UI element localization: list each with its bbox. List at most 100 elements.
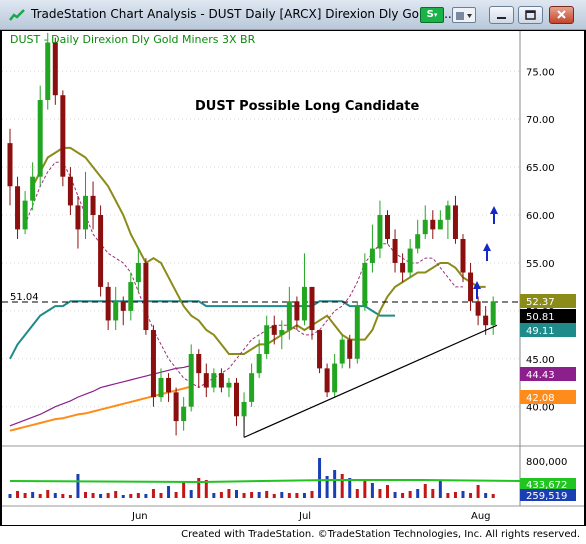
volume-bar [378, 489, 382, 498]
volume-bar [461, 491, 465, 498]
candle-body [362, 262, 368, 307]
volume-bar [38, 494, 42, 498]
restore-button[interactable] [518, 6, 543, 24]
candle-body [150, 330, 156, 398]
volume-bar [189, 490, 193, 498]
price-tick-label: 75.00 [526, 67, 555, 78]
candle-body [218, 373, 224, 388]
volume-bar [8, 494, 12, 498]
volume-bar [431, 489, 435, 498]
price-badge [520, 309, 576, 323]
candle-body [173, 392, 179, 422]
volume-bar [84, 492, 87, 498]
price-badge-label: 50.81 [526, 312, 555, 323]
candle-body [188, 353, 194, 407]
volume-bar [280, 492, 284, 498]
candle-body [407, 248, 413, 273]
candle-body [90, 195, 96, 216]
candle-body [332, 363, 338, 393]
volume-bar [287, 493, 291, 498]
candle-body [249, 373, 255, 402]
close-button[interactable] [549, 6, 574, 24]
volume-badge-label: 433,672 [526, 480, 567, 491]
candle-body [324, 368, 330, 393]
candle-body [301, 286, 307, 321]
volume-bar [219, 492, 223, 498]
x-axis-label: Aug [471, 511, 491, 522]
dropdown-icon: ▾ [433, 11, 438, 19]
volume-tick-label: 800,000 [526, 457, 567, 468]
volume-bar [446, 493, 450, 498]
tradestation-window: TradeStation Chart Analysis - DUST Daily… [0, 0, 586, 526]
volume-bar [182, 482, 186, 498]
candle-body [256, 353, 262, 374]
window-title: TradeStation Chart Analysis - DUST Daily… [31, 7, 456, 21]
price-tick-label: 60.00 [526, 211, 555, 222]
symbol-label: DUST - Daily Direxion Dly Gold Miners 3X… [10, 33, 256, 46]
candle-body [196, 353, 202, 374]
volume-bar [235, 490, 238, 498]
candle-body [22, 200, 28, 230]
candle-body [377, 215, 383, 249]
candle-body [98, 215, 104, 287]
price-tick-label: 45.00 [526, 355, 555, 366]
title-bar[interactable]: TradeStation Chart Analysis - DUST Daily… [0, 0, 586, 30]
volume-bar [408, 491, 412, 498]
volume-bar [318, 458, 322, 498]
volume-bar [423, 484, 427, 498]
symbol-link-button[interactable]: S▾ [420, 7, 444, 23]
candle-body [113, 301, 119, 321]
volume-bar [416, 489, 420, 498]
candle-body [234, 382, 239, 417]
toolbar-button[interactable] [452, 7, 476, 23]
price-badge-label: 42.08 [526, 393, 555, 404]
tradestation-logo-icon [9, 9, 25, 21]
candle-body [45, 42, 51, 101]
price-badge [520, 390, 576, 404]
candle-body [445, 205, 451, 220]
candle-body [158, 377, 164, 398]
volume-bar [106, 493, 110, 498]
candle-body [75, 205, 81, 230]
volume-bar [114, 491, 118, 498]
volume-bar [136, 493, 140, 498]
chart-panel[interactable]: 51.04 DUST - Daily Direxion Dly Gold Min… [2, 31, 584, 525]
candle-body [475, 301, 481, 316]
candle-body [392, 238, 398, 263]
candle-body [203, 373, 209, 388]
candle-body [143, 262, 149, 331]
price-tick-label: 55.00 [526, 259, 555, 270]
volume-bar [310, 491, 314, 498]
long-arrow-head [490, 206, 498, 214]
candle-body [369, 248, 375, 263]
volume-bar [167, 486, 171, 498]
volume-bar [197, 478, 201, 498]
reference-line-label: 51.04 [10, 292, 39, 303]
volume-bar [393, 492, 397, 498]
candle-body [105, 286, 111, 321]
volume-badge [520, 478, 576, 490]
volume-bar [348, 478, 352, 498]
candle-body [400, 262, 406, 273]
ma-magenta-line [24, 161, 463, 389]
candle-body [60, 95, 66, 177]
volume-bar [204, 480, 208, 498]
volume-bar [212, 493, 216, 498]
toolbar-icon [456, 12, 472, 20]
candle-body [430, 219, 436, 230]
footer: Created with TradeStation. ©TradeStation… [0, 526, 586, 544]
volume-average-line [9, 479, 521, 484]
volume-bar [227, 489, 231, 498]
volume-bar [363, 480, 367, 498]
volume-bar [401, 493, 405, 498]
candle-body [354, 306, 360, 359]
volume-bar [257, 492, 261, 498]
candle-body [286, 301, 292, 331]
volume-bar [453, 492, 457, 498]
minimize-button[interactable] [489, 6, 514, 24]
candle-body [15, 186, 21, 230]
price-tick-label: 40.00 [526, 403, 555, 414]
candle-body [317, 330, 323, 369]
volume-bar [265, 491, 269, 498]
volume-bar [174, 492, 178, 498]
